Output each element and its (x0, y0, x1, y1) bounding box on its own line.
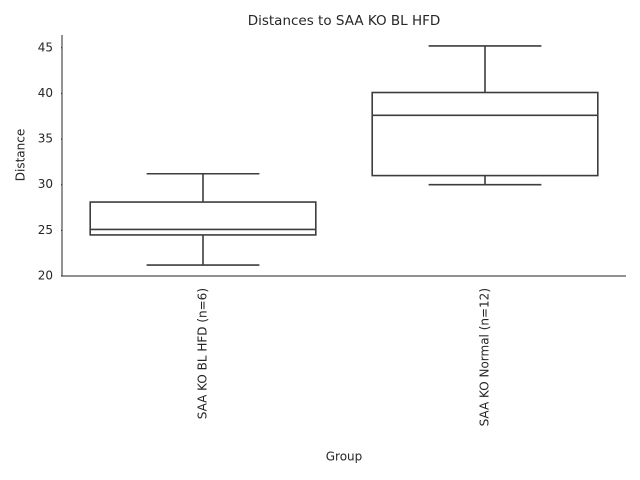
y-tick-label: 45 (38, 40, 53, 54)
y-tick-label: 30 (38, 177, 53, 191)
chart-title: Distances to SAA KO BL HFD (248, 13, 441, 29)
y-tick-label: 35 (38, 132, 53, 146)
x-tick-label: SAA KO Normal (n=12) (478, 288, 492, 426)
y-tick-label: 40 (38, 86, 53, 100)
x-tick-label: SAA KO BL HFD (n=6) (196, 288, 210, 419)
y-tick-label: 20 (38, 269, 53, 283)
box (371, 91, 599, 177)
y-tick-label: 25 (38, 223, 53, 237)
x-axis-label: Group (326, 450, 363, 464)
y-axis-label: Distance (14, 129, 28, 181)
